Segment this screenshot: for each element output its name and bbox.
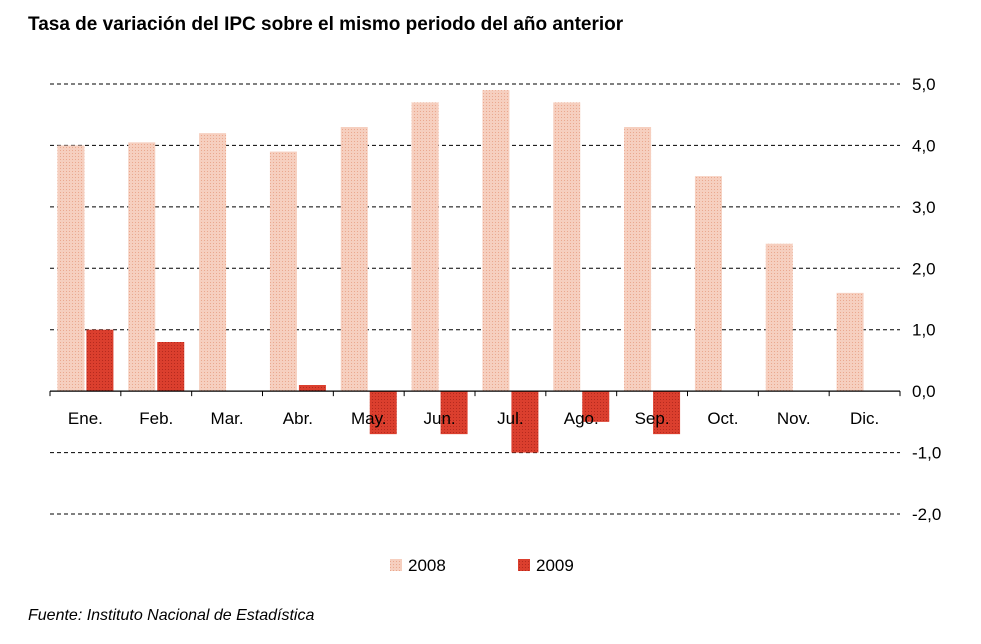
bar-2008 <box>57 145 85 392</box>
legend-swatch <box>390 559 402 571</box>
bar-2008 <box>482 90 510 392</box>
x-tick-label: Sep. <box>635 409 670 428</box>
y-tick-label: -1,0 <box>912 444 941 463</box>
chart-title: Tasa de variación del IPC sobre el mismo… <box>28 14 624 35</box>
source-note: Fuente: Instituto Nacional de Estadístic… <box>28 607 315 624</box>
bar-2009 <box>582 391 610 422</box>
x-tick-label: Jul. <box>497 409 523 428</box>
bar-2009 <box>157 342 185 392</box>
x-tick-label: Ene. <box>68 409 103 428</box>
bar-2008 <box>340 127 368 392</box>
y-tick-label: 3,0 <box>912 198 936 217</box>
x-tick-label: Mar. <box>211 409 244 428</box>
bar-2008 <box>199 133 227 392</box>
x-tick-label: Feb. <box>139 409 173 428</box>
y-tick-label: 4,0 <box>912 136 936 155</box>
bar-2008 <box>624 127 652 392</box>
gridlines <box>50 83 900 515</box>
bar-2009 <box>440 391 468 435</box>
y-tick-label: -2,0 <box>912 505 941 524</box>
bar-2009 <box>298 385 326 392</box>
bar-2008 <box>765 243 793 392</box>
legend-swatch <box>518 559 530 571</box>
bar-2008 <box>836 292 864 392</box>
bar-2008 <box>553 102 581 392</box>
y-tick-label: 2,0 <box>912 259 936 278</box>
bar-2008 <box>694 176 722 392</box>
bars <box>57 90 864 453</box>
bar-2008 <box>128 142 156 392</box>
bar-2009 <box>511 391 539 453</box>
y-tick-label: 1,0 <box>912 321 936 340</box>
legend-label: 2009 <box>536 556 574 575</box>
bar-2009 <box>369 391 397 435</box>
x-tick-label: Ago. <box>564 409 599 428</box>
x-tick-label: Oct. <box>707 409 738 428</box>
x-tick-label: Abr. <box>283 409 313 428</box>
x-tick-label: Jun. <box>424 409 456 428</box>
x-tick-label: Dic. <box>850 409 879 428</box>
legend-label: 2008 <box>408 556 446 575</box>
bar-2009 <box>653 391 681 435</box>
y-tick-label: 0,0 <box>912 382 936 401</box>
y-tick-label: 5,0 <box>912 75 936 94</box>
x-tick-label: Nov. <box>777 409 811 428</box>
bar-chart: 5,0 4,0 3,0 2,0 1,0 0,0 -1,0 -2,0 Ene. Feb. Mar. Ab… <box>49 75 941 575</box>
bar-2008 <box>411 102 439 392</box>
bar-2009 <box>86 329 114 392</box>
legend: 2008 2009 <box>390 556 574 575</box>
bar-2008 <box>269 151 297 392</box>
x-tick-label: May. <box>351 409 387 428</box>
axes: 5,0 4,0 3,0 2,0 1,0 0,0 -1,0 -2,0 Ene. Feb. Mar. Ab… <box>49 75 941 524</box>
